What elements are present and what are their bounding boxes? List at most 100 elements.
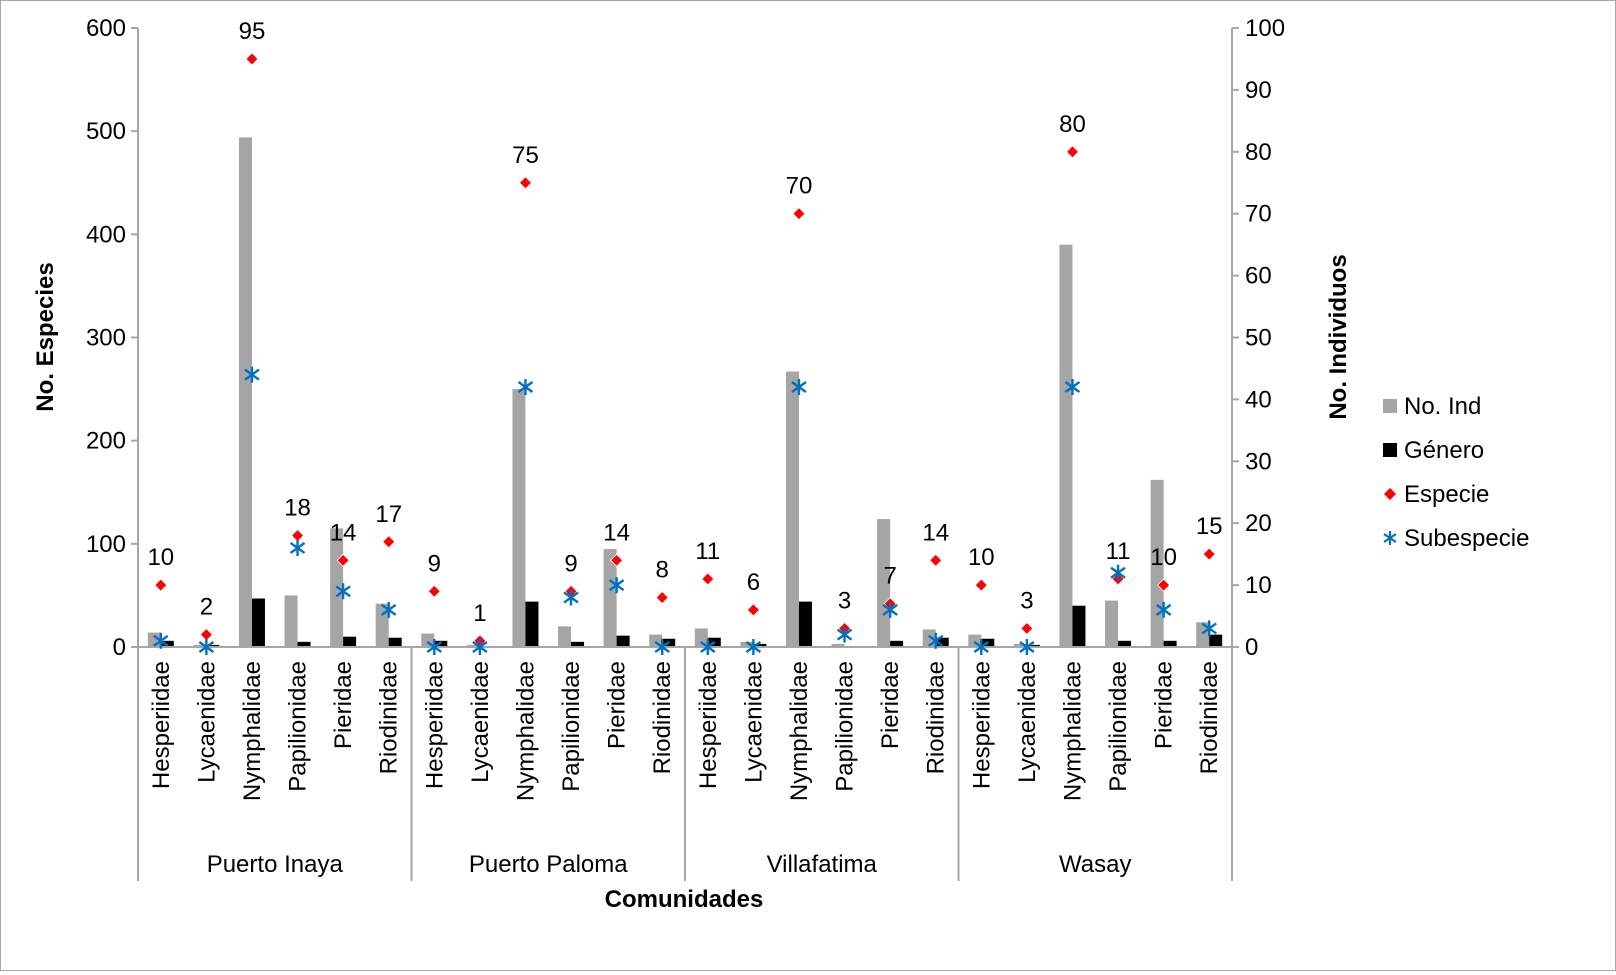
data-label-especie: 3 (1020, 587, 1033, 614)
group-label: Villafatima (767, 851, 878, 878)
marker-subespecie-stroke (1064, 381, 1081, 393)
bar-g-nero (206, 644, 220, 647)
legend: No. Ind Género Especie Subespecie (1383, 393, 1529, 552)
marker-especie (1157, 578, 1171, 592)
marker-subespecie (198, 639, 215, 655)
data-label-especie: 9 (564, 550, 577, 577)
marker-subespecie (836, 626, 853, 643)
category-label: Hesperiidae (421, 661, 448, 789)
bar-g-nero (388, 637, 402, 647)
y2-tick-label: 40 (1245, 386, 1272, 413)
bar-no-ind (284, 595, 298, 647)
marker-subespecie (1064, 379, 1081, 396)
marker-subespecie-stroke (563, 591, 579, 604)
marker-subespecie-stroke (1019, 641, 1035, 653)
marker-subespecie-stroke (335, 585, 351, 598)
bar-no-ind (831, 643, 845, 647)
legend-swatch-stroke (1383, 533, 1397, 543)
marker-especie (655, 590, 669, 605)
y2-tick-label: 60 (1245, 263, 1272, 290)
category-label: Lycaenidae (740, 661, 767, 783)
data-label-especie: 3 (838, 587, 851, 614)
marker-especie (245, 52, 259, 66)
marker-especie (290, 529, 305, 543)
marker-subespecie (928, 632, 944, 649)
bar-no-ind (785, 371, 799, 647)
marker-subespecie-stroke (928, 634, 944, 647)
category-label: Papilionidae (558, 661, 585, 792)
category-label: Nymphalidae (1059, 661, 1086, 801)
category-label: Riodinidae (923, 661, 950, 774)
y-tick-label: 400 (86, 221, 126, 248)
marker-subespecie-stroke (791, 381, 807, 393)
data-label-especie: 10 (968, 544, 995, 571)
bar-g-nero (297, 641, 311, 647)
category-label: Hesperiidae (968, 661, 995, 789)
y-tick-label: 600 (86, 15, 126, 42)
marker-subespecie (882, 601, 898, 618)
y2-tick-label: 10 (1245, 572, 1272, 599)
category-label: Lycaenidae (193, 661, 220, 783)
bars-layer (147, 137, 1223, 647)
bar-no-ind (694, 628, 708, 647)
marker-subespecie-stroke (517, 381, 534, 393)
y2-tick-label: 80 (1245, 139, 1272, 166)
bar-g-nero (1163, 640, 1177, 647)
y-tick-label: 300 (86, 325, 126, 352)
group-label: Wasay (1059, 851, 1131, 878)
marker-subespecie-stroke (654, 641, 670, 653)
markers-layer (153, 52, 1217, 655)
marker-subespecie (381, 601, 397, 618)
category-label: Riodinidae (649, 661, 676, 774)
legend-label-g-nero: Género (1404, 437, 1484, 464)
category-label: Pieridae (604, 661, 631, 749)
bar-g-nero (571, 641, 585, 647)
marker-subespecie-stroke (1155, 603, 1172, 616)
marker-subespecie (973, 639, 989, 655)
category-label: Nymphalidae (786, 661, 813, 801)
marker-especie (1202, 547, 1216, 561)
marker-subespecie (289, 539, 306, 556)
marker-subespecie (153, 632, 169, 649)
data-label-especie: 11 (1106, 538, 1131, 565)
y2-tick-label: 30 (1245, 448, 1272, 475)
bar-g-nero (1072, 605, 1086, 647)
marker-especie (518, 176, 533, 190)
axes-layer: 0 100 200 300 400 500 600 0 10 20 30 40 50 60 70 80 90 10… (86, 15, 1285, 881)
marker-especie (427, 584, 441, 598)
category-label: Hesperiidae (695, 661, 722, 789)
data-label-especie: 15 (1196, 513, 1223, 540)
marker-subespecie-stroke (836, 628, 853, 641)
marker-especie (1020, 621, 1034, 635)
y2-tick-label: 90 (1245, 77, 1272, 104)
y-tick-label: 0 (113, 634, 126, 661)
legend-label-subespecie: Subespecie (1404, 525, 1529, 552)
marker-subespecie-stroke (700, 641, 716, 653)
marker-especie (154, 578, 168, 592)
marker-subespecie-stroke (973, 641, 989, 653)
marker-especie (974, 578, 988, 592)
marker-subespecie (791, 379, 807, 396)
bar-no-ind (740, 641, 754, 647)
legend-swatch-no-ind (1383, 399, 1397, 413)
marker-especie (746, 603, 760, 617)
bar-no-ind (558, 626, 572, 647)
bar-no-ind (1059, 244, 1073, 647)
bar-no-ind (193, 644, 207, 647)
marker-subespecie (472, 639, 488, 655)
marker-especie (1065, 145, 1080, 159)
marker-subespecie-stroke (198, 641, 215, 653)
marker-subespecie-stroke (1110, 566, 1126, 579)
data-label-especie: 1 (473, 600, 486, 627)
group-label: Puerto Paloma (469, 851, 628, 878)
bar-no-ind (1105, 600, 1119, 647)
data-label-especie: 6 (747, 569, 760, 596)
marker-subespecie (745, 639, 762, 655)
bar-g-nero (890, 640, 904, 647)
legend-swatch-especie (1384, 488, 1396, 500)
bar-g-nero (1209, 634, 1223, 647)
marker-subespecie-stroke (472, 641, 488, 653)
x-axis-title: Comunidades (605, 886, 764, 913)
marker-subespecie-stroke (289, 541, 306, 554)
